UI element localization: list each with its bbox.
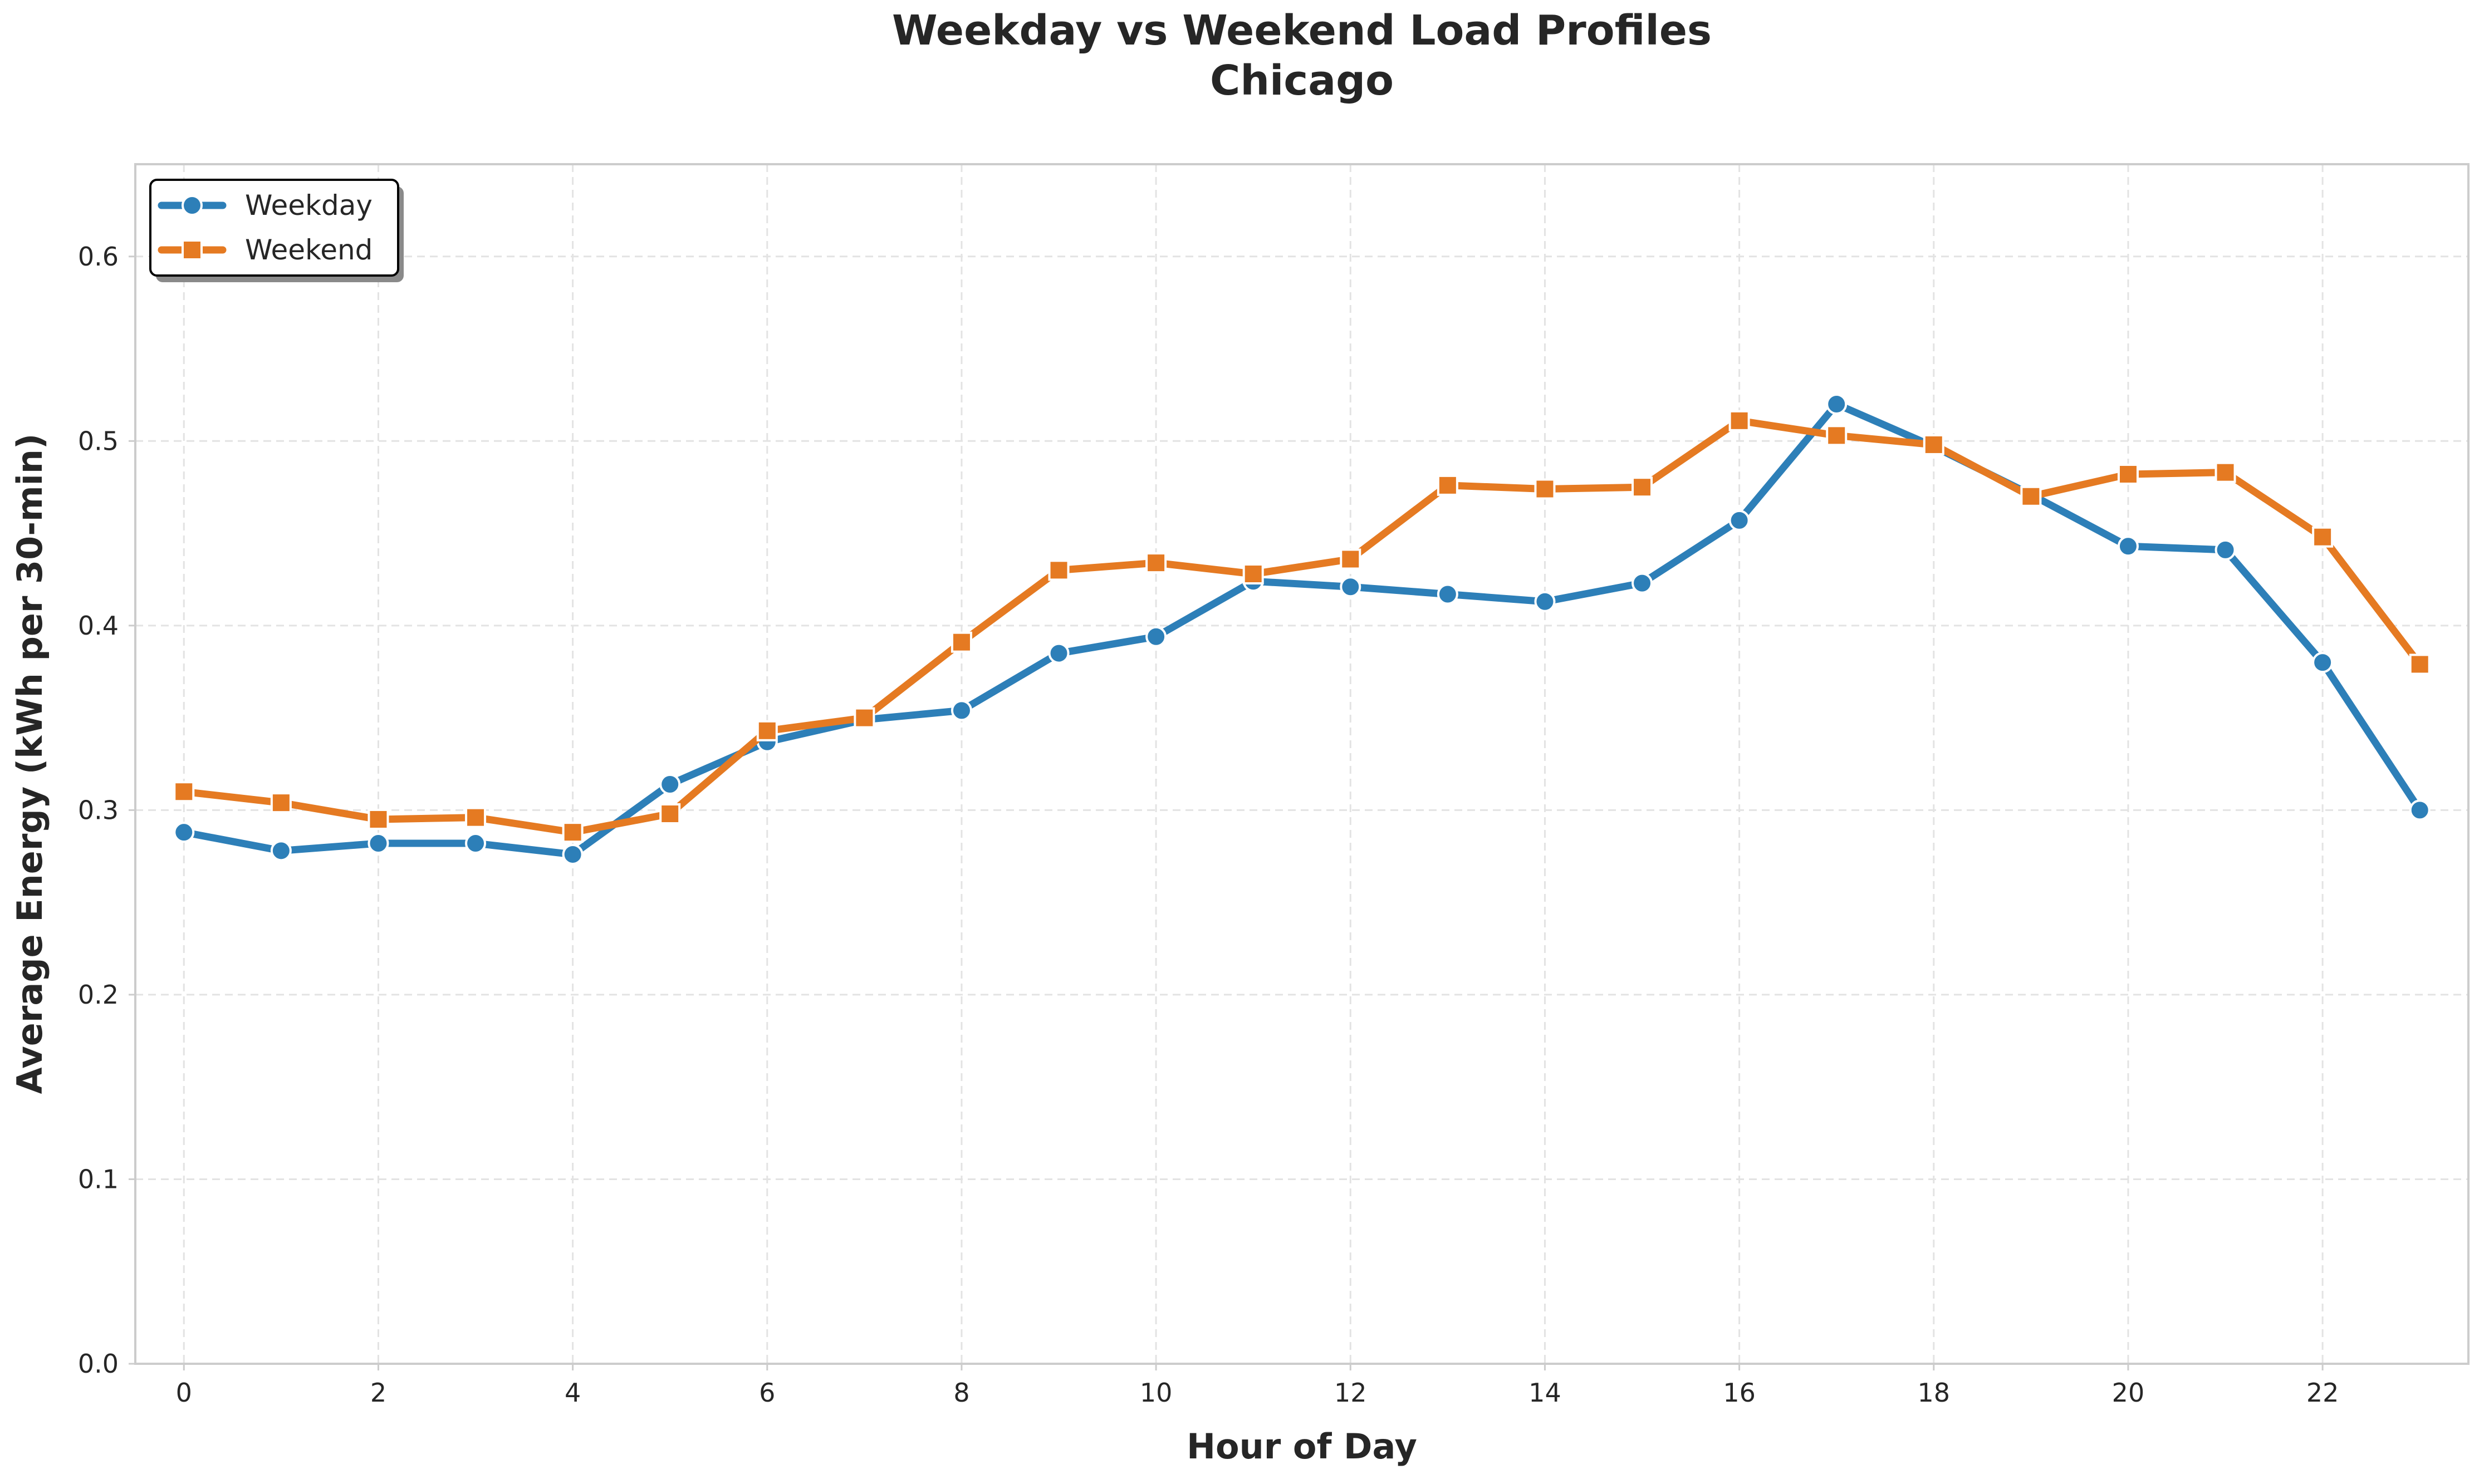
- weekend-point: [1534, 478, 1556, 500]
- weekday-line: [180, 400, 2424, 858]
- series-group: [173, 394, 2431, 865]
- legend-weekend-marker: [182, 239, 203, 261]
- weekend-point: [1145, 552, 1167, 574]
- series-weekend: [173, 410, 2431, 843]
- weekend-point: [2312, 526, 2334, 548]
- weekday-point: [270, 840, 292, 862]
- weekend-point: [173, 781, 195, 803]
- weekday-point: [1631, 572, 1653, 594]
- x-tick-label: 12: [1334, 1378, 1367, 1408]
- x-tick-label: 8: [953, 1378, 969, 1408]
- y-tick-label: 0.2: [78, 980, 119, 1010]
- chart-subtitle: Chicago: [1210, 57, 1394, 105]
- plot-frame: [134, 163, 2470, 1365]
- weekday-point: [1534, 591, 1556, 612]
- weekend-point: [659, 803, 681, 825]
- weekend-point: [1728, 410, 1750, 431]
- weekday-point: [173, 822, 195, 843]
- weekend-point: [1340, 548, 1361, 570]
- weekend-point: [1631, 476, 1653, 498]
- weekday-point: [2312, 652, 2334, 674]
- x-tick-label: 20: [2112, 1378, 2145, 1408]
- x-tick-label: 14: [1528, 1378, 1561, 1408]
- weekday-point: [2117, 535, 2139, 557]
- series-weekday: [173, 394, 2431, 865]
- weekend-point: [951, 631, 972, 653]
- x-tick-label: 4: [565, 1378, 581, 1408]
- x-tick-label: 0: [176, 1378, 192, 1408]
- weekend-point: [368, 808, 389, 830]
- weekend-point: [756, 720, 778, 741]
- x-tick-label: 2: [370, 1378, 386, 1408]
- legend: Weekday Weekend: [149, 179, 404, 282]
- grid: [135, 164, 2468, 1365]
- weekday-point: [1826, 394, 1848, 415]
- weekend-point: [1437, 474, 1458, 496]
- weekend-point: [1923, 434, 1944, 455]
- weekday-point: [2409, 799, 2431, 821]
- weekday-point: [1437, 583, 1458, 605]
- weekday-point: [1340, 576, 1361, 598]
- weekend-point: [2214, 461, 2236, 483]
- weekday-point: [1728, 509, 1750, 531]
- weekend-point: [465, 807, 487, 828]
- y-tick-label: 0.3: [78, 795, 119, 825]
- weekend-point: [1048, 559, 1070, 581]
- weekend-point: [562, 822, 584, 843]
- chart-title: Weekday vs Weekend Load Profiles: [892, 7, 1712, 55]
- y-tick-label: 0.5: [78, 426, 119, 456]
- y-tick-label: 0.4: [78, 611, 119, 641]
- weekend-point: [2117, 463, 2139, 485]
- weekday-point: [951, 700, 972, 721]
- weekday-point: [562, 843, 584, 865]
- x-axis-label: Hour of Day: [1187, 1426, 1417, 1467]
- weekend-point: [270, 792, 292, 814]
- y-tick-label: 0.1: [78, 1164, 119, 1194]
- legend-weekend-label: Weekend: [245, 234, 373, 266]
- legend-weekday-marker: [182, 195, 203, 216]
- weekday-point: [659, 773, 681, 795]
- weekday-point: [2214, 539, 2236, 561]
- weekend-point: [854, 707, 875, 729]
- weekday-point: [465, 833, 487, 854]
- weekend-point: [2409, 653, 2431, 675]
- y-tick-label: 0.6: [78, 242, 119, 272]
- legend-items: Weekday Weekend: [158, 189, 373, 266]
- axis-ticks: 0 2 4 6 8 10 12 14 16 18 20 22 0.0 0.1 0.2 0.3 0.4 0.5 0.6: [78, 242, 2339, 1408]
- x-tick-label: 22: [2306, 1378, 2339, 1408]
- x-tick-label: 10: [1140, 1378, 1173, 1408]
- weekend-line: [180, 417, 2424, 836]
- weekday-point: [1048, 642, 1070, 664]
- weekday-point: [1145, 626, 1167, 647]
- legend-weekday-label: Weekday: [245, 189, 373, 222]
- weekend-point: [1826, 425, 1848, 446]
- x-tick-label: 18: [1918, 1378, 1951, 1408]
- x-tick-label: 6: [759, 1378, 775, 1408]
- weekend-point: [2020, 485, 2042, 507]
- weekend-point: [1242, 563, 1264, 585]
- y-axis-label: Average Energy (kWh per 30-min): [9, 434, 50, 1094]
- y-tick-label: 0.0: [78, 1349, 119, 1379]
- weekday-point: [368, 833, 389, 854]
- x-tick-label: 16: [1723, 1378, 1756, 1408]
